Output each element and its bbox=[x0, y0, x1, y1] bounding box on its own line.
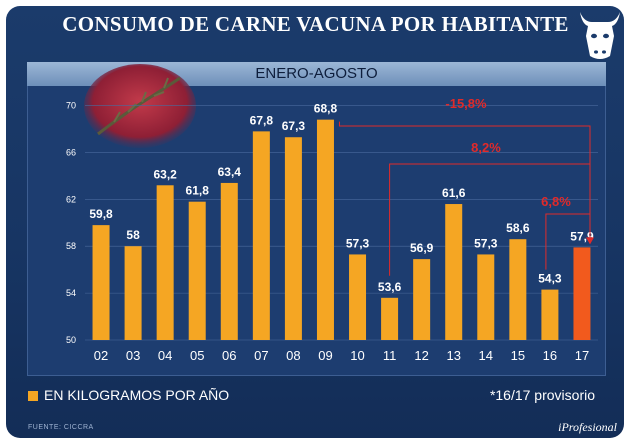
category-label: 15 bbox=[511, 348, 525, 363]
category-label: 12 bbox=[414, 348, 428, 363]
value-label: 58,6 bbox=[506, 221, 530, 235]
chart-title: CONSUMO DE CARNE VACUNA POR HABITANTE bbox=[62, 12, 569, 36]
value-label: 67,8 bbox=[250, 113, 274, 127]
bar bbox=[156, 185, 174, 340]
value-label: 61,6 bbox=[442, 186, 466, 200]
y-tick-label: 70 bbox=[66, 101, 76, 111]
y-tick-label: 66 bbox=[66, 147, 76, 157]
annotation-label: -15,8% bbox=[445, 96, 487, 111]
category-label: 10 bbox=[350, 348, 364, 363]
category-label: 02 bbox=[94, 348, 108, 363]
value-label: 53,6 bbox=[378, 280, 402, 294]
category-label: 05 bbox=[190, 348, 204, 363]
y-tick-label: 58 bbox=[66, 241, 76, 251]
legend-swatch bbox=[28, 391, 38, 402]
bar bbox=[477, 254, 495, 340]
annotation-label: 6,8% bbox=[541, 194, 571, 209]
value-label: 57,3 bbox=[346, 236, 370, 250]
category-label: 07 bbox=[254, 348, 268, 363]
category-label: 06 bbox=[222, 348, 236, 363]
category-label: 13 bbox=[446, 348, 460, 363]
category-label: 11 bbox=[383, 348, 397, 363]
value-label: 63,2 bbox=[153, 167, 177, 181]
y-tick-label: 54 bbox=[66, 288, 76, 298]
annotation-bracket bbox=[545, 213, 591, 270]
value-label: 67,3 bbox=[282, 119, 306, 133]
cow-head-icon bbox=[580, 12, 620, 59]
bar bbox=[220, 182, 238, 340]
provisional-note: *16/17 provisorio bbox=[489, 387, 595, 403]
category-label: 17 bbox=[575, 348, 589, 363]
bar bbox=[92, 225, 110, 340]
value-label: 56,9 bbox=[410, 241, 434, 255]
chart-legend: EN KILOGRAMOS POR AÑO bbox=[28, 387, 229, 403]
bar bbox=[252, 131, 270, 340]
annotation-label: 8,2% bbox=[471, 140, 501, 155]
bar bbox=[541, 289, 559, 340]
bar bbox=[573, 247, 591, 340]
category-label: 16 bbox=[543, 348, 557, 363]
category-label: 03 bbox=[126, 348, 140, 363]
category-label: 09 bbox=[318, 348, 332, 363]
value-label: 54,3 bbox=[538, 272, 562, 286]
bar bbox=[413, 259, 431, 340]
value-label: 58 bbox=[126, 228, 140, 242]
annotation-bracket bbox=[338, 121, 591, 244]
bar bbox=[509, 239, 527, 340]
bar bbox=[188, 201, 206, 340]
value-label: 63,4 bbox=[218, 165, 242, 179]
bar bbox=[284, 137, 302, 340]
value-label: 68,8 bbox=[314, 102, 338, 116]
y-tick-label: 50 bbox=[66, 335, 76, 345]
meat-photo bbox=[84, 64, 196, 148]
legend-label: EN KILOGRAMOS POR AÑO bbox=[44, 387, 230, 403]
annotation-arrow bbox=[586, 237, 594, 245]
value-label: 59,8 bbox=[89, 207, 113, 221]
category-label: 04 bbox=[158, 348, 172, 363]
bar bbox=[381, 297, 399, 340]
value-label: 57,3 bbox=[474, 236, 498, 250]
bar bbox=[349, 254, 367, 340]
category-label: 08 bbox=[286, 348, 300, 363]
bar bbox=[445, 204, 463, 340]
bar bbox=[316, 119, 334, 340]
value-label: 61,8 bbox=[186, 184, 210, 198]
bar bbox=[124, 246, 142, 340]
brand-logo: iProfesional bbox=[558, 420, 617, 434]
y-tick-label: 62 bbox=[66, 194, 76, 204]
source-label: FUENTE: CICCRA bbox=[28, 424, 94, 431]
annotation-bracket bbox=[389, 163, 591, 276]
category-label: 14 bbox=[479, 348, 493, 363]
